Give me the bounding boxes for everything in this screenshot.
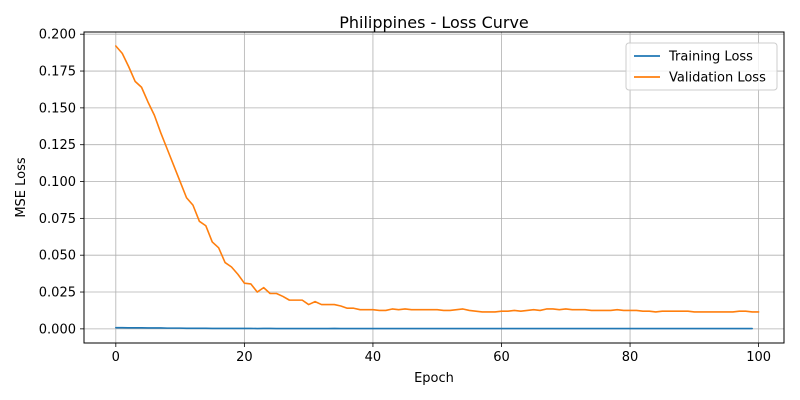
axis-ticks: 0 20 40 60 80 100 0.000 0.025 0.050 0.075 0.100 0.1… bbox=[39, 28, 771, 365]
y-tick-label: 0.000 bbox=[39, 322, 76, 337]
x-axis-label: Epoch bbox=[414, 371, 454, 386]
y-tick-label: 0.050 bbox=[39, 249, 76, 264]
x-tick-label: 20 bbox=[236, 350, 253, 365]
y-axis-label: MSE Loss bbox=[14, 157, 29, 218]
legend-label: Validation Loss bbox=[669, 71, 766, 86]
y-tick-label: 0.125 bbox=[39, 138, 76, 153]
series-line-validation-loss bbox=[115, 45, 760, 313]
legend: Training Loss Validation Loss bbox=[625, 42, 778, 91]
chart-title: Philippines - Loss Curve bbox=[339, 13, 529, 32]
y-tick-label: 0.200 bbox=[39, 28, 76, 43]
grid-lines bbox=[84, 32, 784, 343]
y-tick-label: 0.075 bbox=[39, 212, 76, 227]
x-tick-label: 80 bbox=[622, 350, 639, 365]
y-tick-label: 0.175 bbox=[39, 65, 76, 80]
legend-box bbox=[625, 42, 778, 91]
y-tick-label: 0.150 bbox=[39, 101, 76, 116]
x-tick-label: 100 bbox=[746, 350, 771, 365]
series-line-training-loss bbox=[115, 326, 753, 330]
legend-label: Training Loss bbox=[668, 50, 753, 65]
plot-frame bbox=[83, 31, 785, 344]
x-tick-label: 0 bbox=[112, 350, 120, 365]
x-tick-label: 60 bbox=[493, 350, 510, 365]
y-tick-label: 0.025 bbox=[39, 286, 76, 301]
y-tick-label: 0.100 bbox=[39, 175, 76, 190]
x-tick-label: 40 bbox=[365, 350, 382, 365]
series-lines bbox=[115, 45, 760, 330]
